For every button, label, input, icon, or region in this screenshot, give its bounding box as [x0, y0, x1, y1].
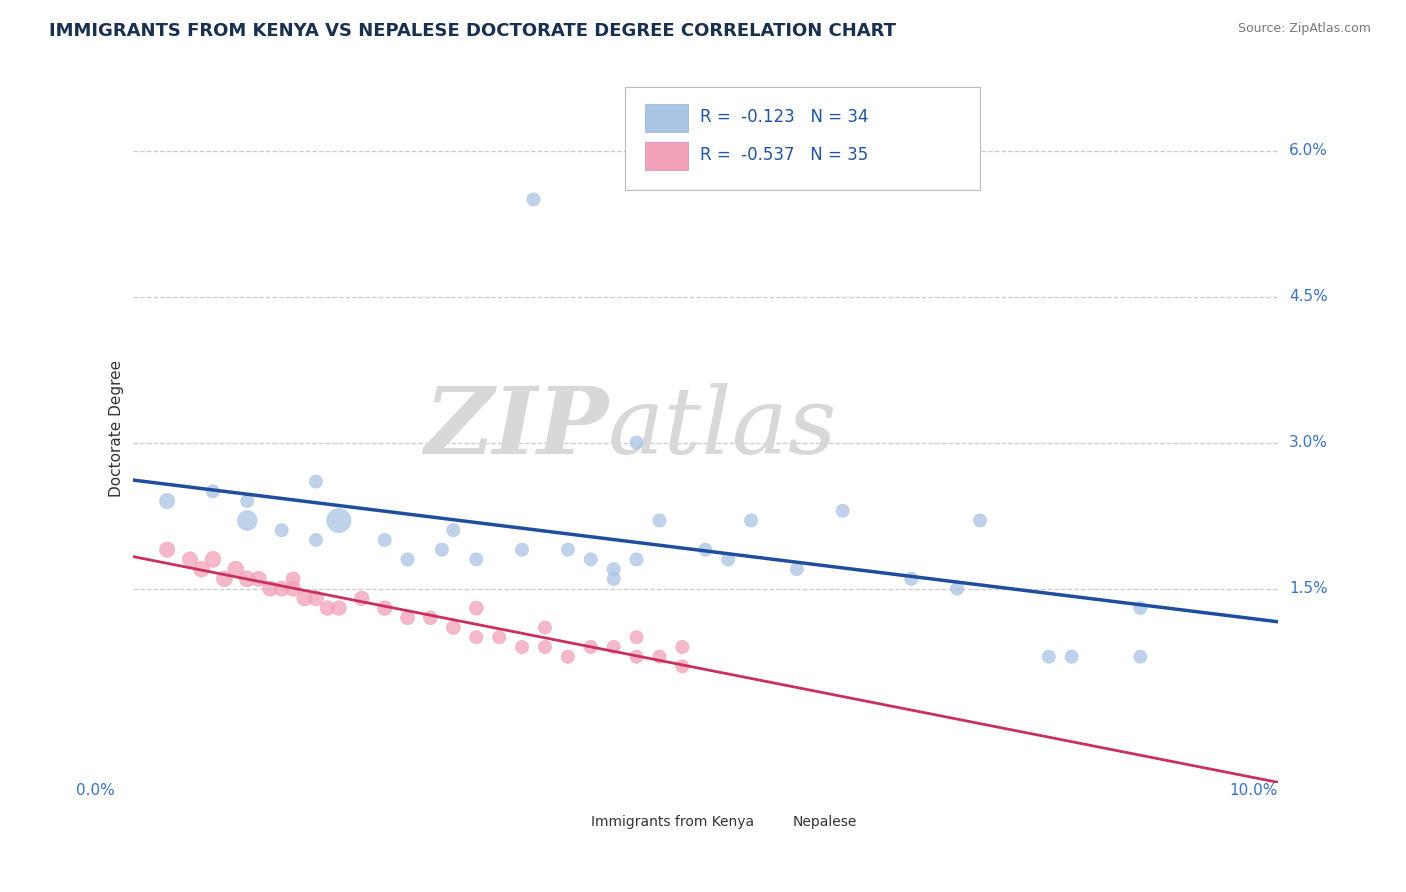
- Point: [396, 552, 419, 566]
- Point: [465, 601, 488, 615]
- Point: [179, 552, 201, 566]
- Point: [441, 523, 464, 537]
- Point: [1129, 601, 1152, 615]
- FancyBboxPatch shape: [557, 815, 585, 830]
- Point: [396, 611, 419, 625]
- Point: [557, 649, 579, 664]
- Point: [328, 601, 350, 615]
- Point: [201, 484, 224, 499]
- Point: [557, 542, 579, 557]
- Point: [270, 523, 292, 537]
- Point: [579, 552, 602, 566]
- Point: [626, 552, 648, 566]
- Point: [602, 572, 624, 586]
- Text: 4.5%: 4.5%: [1289, 289, 1327, 304]
- Text: Nepalese: Nepalese: [792, 815, 856, 830]
- Text: 10.0%: 10.0%: [1229, 783, 1278, 798]
- Point: [522, 193, 544, 207]
- Point: [374, 533, 396, 547]
- Point: [305, 475, 328, 489]
- Point: [786, 562, 808, 576]
- Point: [419, 611, 441, 625]
- Point: [316, 601, 339, 615]
- Y-axis label: Doctorate Degree: Doctorate Degree: [110, 359, 124, 497]
- Point: [328, 514, 350, 528]
- FancyBboxPatch shape: [644, 142, 688, 170]
- Point: [441, 620, 464, 634]
- Point: [259, 582, 281, 596]
- Point: [156, 494, 179, 508]
- Point: [294, 591, 316, 606]
- Point: [510, 542, 533, 557]
- Point: [648, 649, 671, 664]
- Point: [281, 582, 304, 596]
- Text: 6.0%: 6.0%: [1289, 144, 1327, 158]
- Point: [201, 552, 224, 566]
- Text: Source: ZipAtlas.com: Source: ZipAtlas.com: [1237, 22, 1371, 36]
- Point: [510, 640, 533, 654]
- Text: ZIP: ZIP: [423, 383, 607, 473]
- Point: [534, 640, 557, 654]
- Point: [236, 514, 259, 528]
- Text: atlas: atlas: [607, 383, 838, 473]
- Text: Immigrants from Kenya: Immigrants from Kenya: [591, 815, 754, 830]
- Point: [831, 504, 853, 518]
- Point: [236, 572, 259, 586]
- Point: [214, 572, 236, 586]
- FancyBboxPatch shape: [626, 87, 980, 190]
- Point: [648, 514, 671, 528]
- Point: [626, 435, 648, 450]
- Point: [465, 552, 488, 566]
- Text: 3.0%: 3.0%: [1289, 435, 1327, 450]
- Point: [969, 514, 991, 528]
- Point: [695, 542, 717, 557]
- Point: [626, 649, 648, 664]
- Point: [270, 582, 292, 596]
- Point: [534, 620, 557, 634]
- Point: [305, 591, 328, 606]
- Point: [430, 542, 453, 557]
- Point: [225, 562, 247, 576]
- Point: [626, 630, 648, 644]
- Text: IMMIGRANTS FROM KENYA VS NEPALESE DOCTORATE DEGREE CORRELATION CHART: IMMIGRANTS FROM KENYA VS NEPALESE DOCTOR…: [49, 22, 896, 40]
- Point: [900, 572, 922, 586]
- Point: [281, 572, 304, 586]
- Point: [1129, 649, 1152, 664]
- Point: [247, 572, 270, 586]
- Point: [190, 562, 212, 576]
- Text: 0.0%: 0.0%: [76, 783, 114, 798]
- Point: [740, 514, 762, 528]
- Point: [602, 640, 624, 654]
- Point: [602, 562, 624, 576]
- Point: [946, 582, 969, 596]
- Text: R =  -0.537   N = 35: R = -0.537 N = 35: [700, 146, 868, 164]
- FancyBboxPatch shape: [756, 815, 786, 830]
- Point: [350, 591, 373, 606]
- Point: [465, 630, 488, 644]
- Point: [1060, 649, 1083, 664]
- Point: [579, 640, 602, 654]
- Text: 1.5%: 1.5%: [1289, 581, 1327, 596]
- Point: [156, 542, 179, 557]
- Point: [305, 533, 328, 547]
- Point: [671, 640, 693, 654]
- Text: R =  -0.123   N = 34: R = -0.123 N = 34: [700, 108, 868, 126]
- Point: [717, 552, 740, 566]
- Point: [488, 630, 510, 644]
- Point: [236, 494, 259, 508]
- FancyBboxPatch shape: [644, 103, 688, 132]
- Point: [1038, 649, 1060, 664]
- Point: [671, 659, 693, 673]
- Point: [374, 601, 396, 615]
